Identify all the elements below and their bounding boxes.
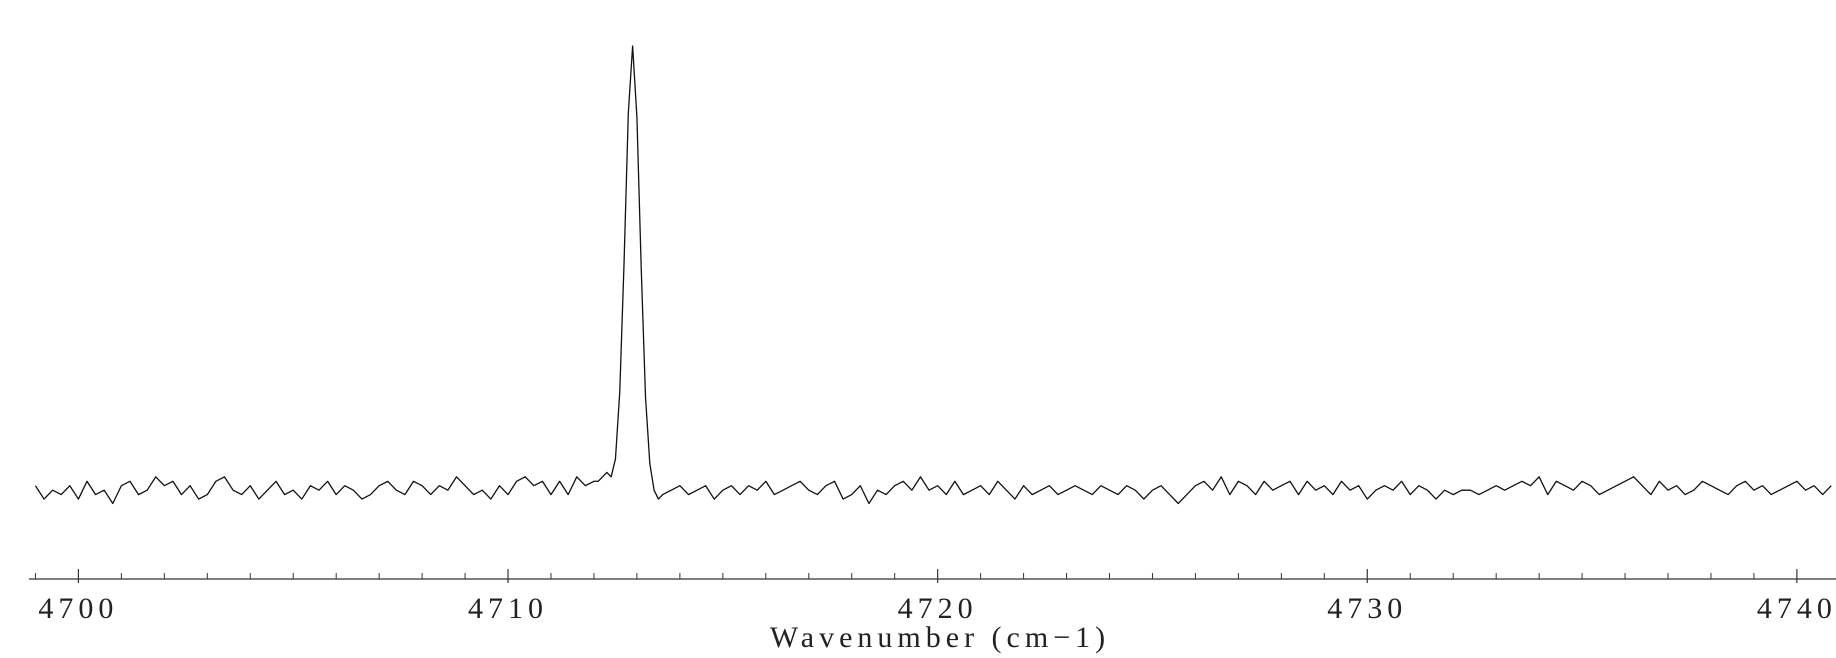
x-tick-label: 4710	[468, 592, 548, 625]
x-tick-label: 4720	[898, 592, 978, 625]
x-tick-label: 4700	[38, 592, 118, 625]
x-tick-label: 4730	[1327, 592, 1407, 625]
spectrum-line	[34, 45, 1832, 505]
x-axis-title: Wavenumber (cm−1)	[770, 621, 1110, 654]
x-tick-label: 4740	[1757, 592, 1836, 625]
